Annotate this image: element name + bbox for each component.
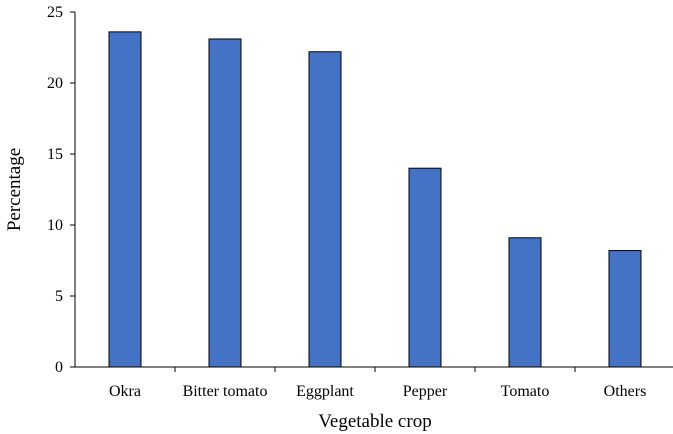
x-category-label: Okra [109,383,141,400]
bar-pepper [408,167,442,368]
bar-tomato [508,237,542,368]
bar-bitter-tomato [208,38,242,368]
y-tick-label: 25 [47,4,63,21]
x-category-label: Eggplant [296,383,354,400]
y-tick-label: 15 [47,146,63,163]
x-category-label: Bitter tomato [183,383,268,400]
bar-eggplant [308,51,342,368]
y-tick-label: 0 [55,359,63,376]
y-tick-label: 20 [47,75,63,92]
y-tick-label: 10 [47,217,63,234]
x-category-label: Tomato [501,383,550,400]
y-axis-ticks: 0 5 10 15 20 25 [47,4,75,376]
bar-okra [108,31,142,368]
x-category-label: Others [604,383,647,400]
bar-others [608,250,642,368]
y-axis-title: Percentage [4,148,25,231]
y-tick-label: 5 [55,288,63,305]
bars [108,31,642,368]
x-category-label: Pepper [403,383,448,400]
x-axis-categories: Okra Bitter tomato Eggplant Pepper Tomato Oth… [109,367,647,400]
x-axis-title: Vegetable crop [318,411,431,432]
